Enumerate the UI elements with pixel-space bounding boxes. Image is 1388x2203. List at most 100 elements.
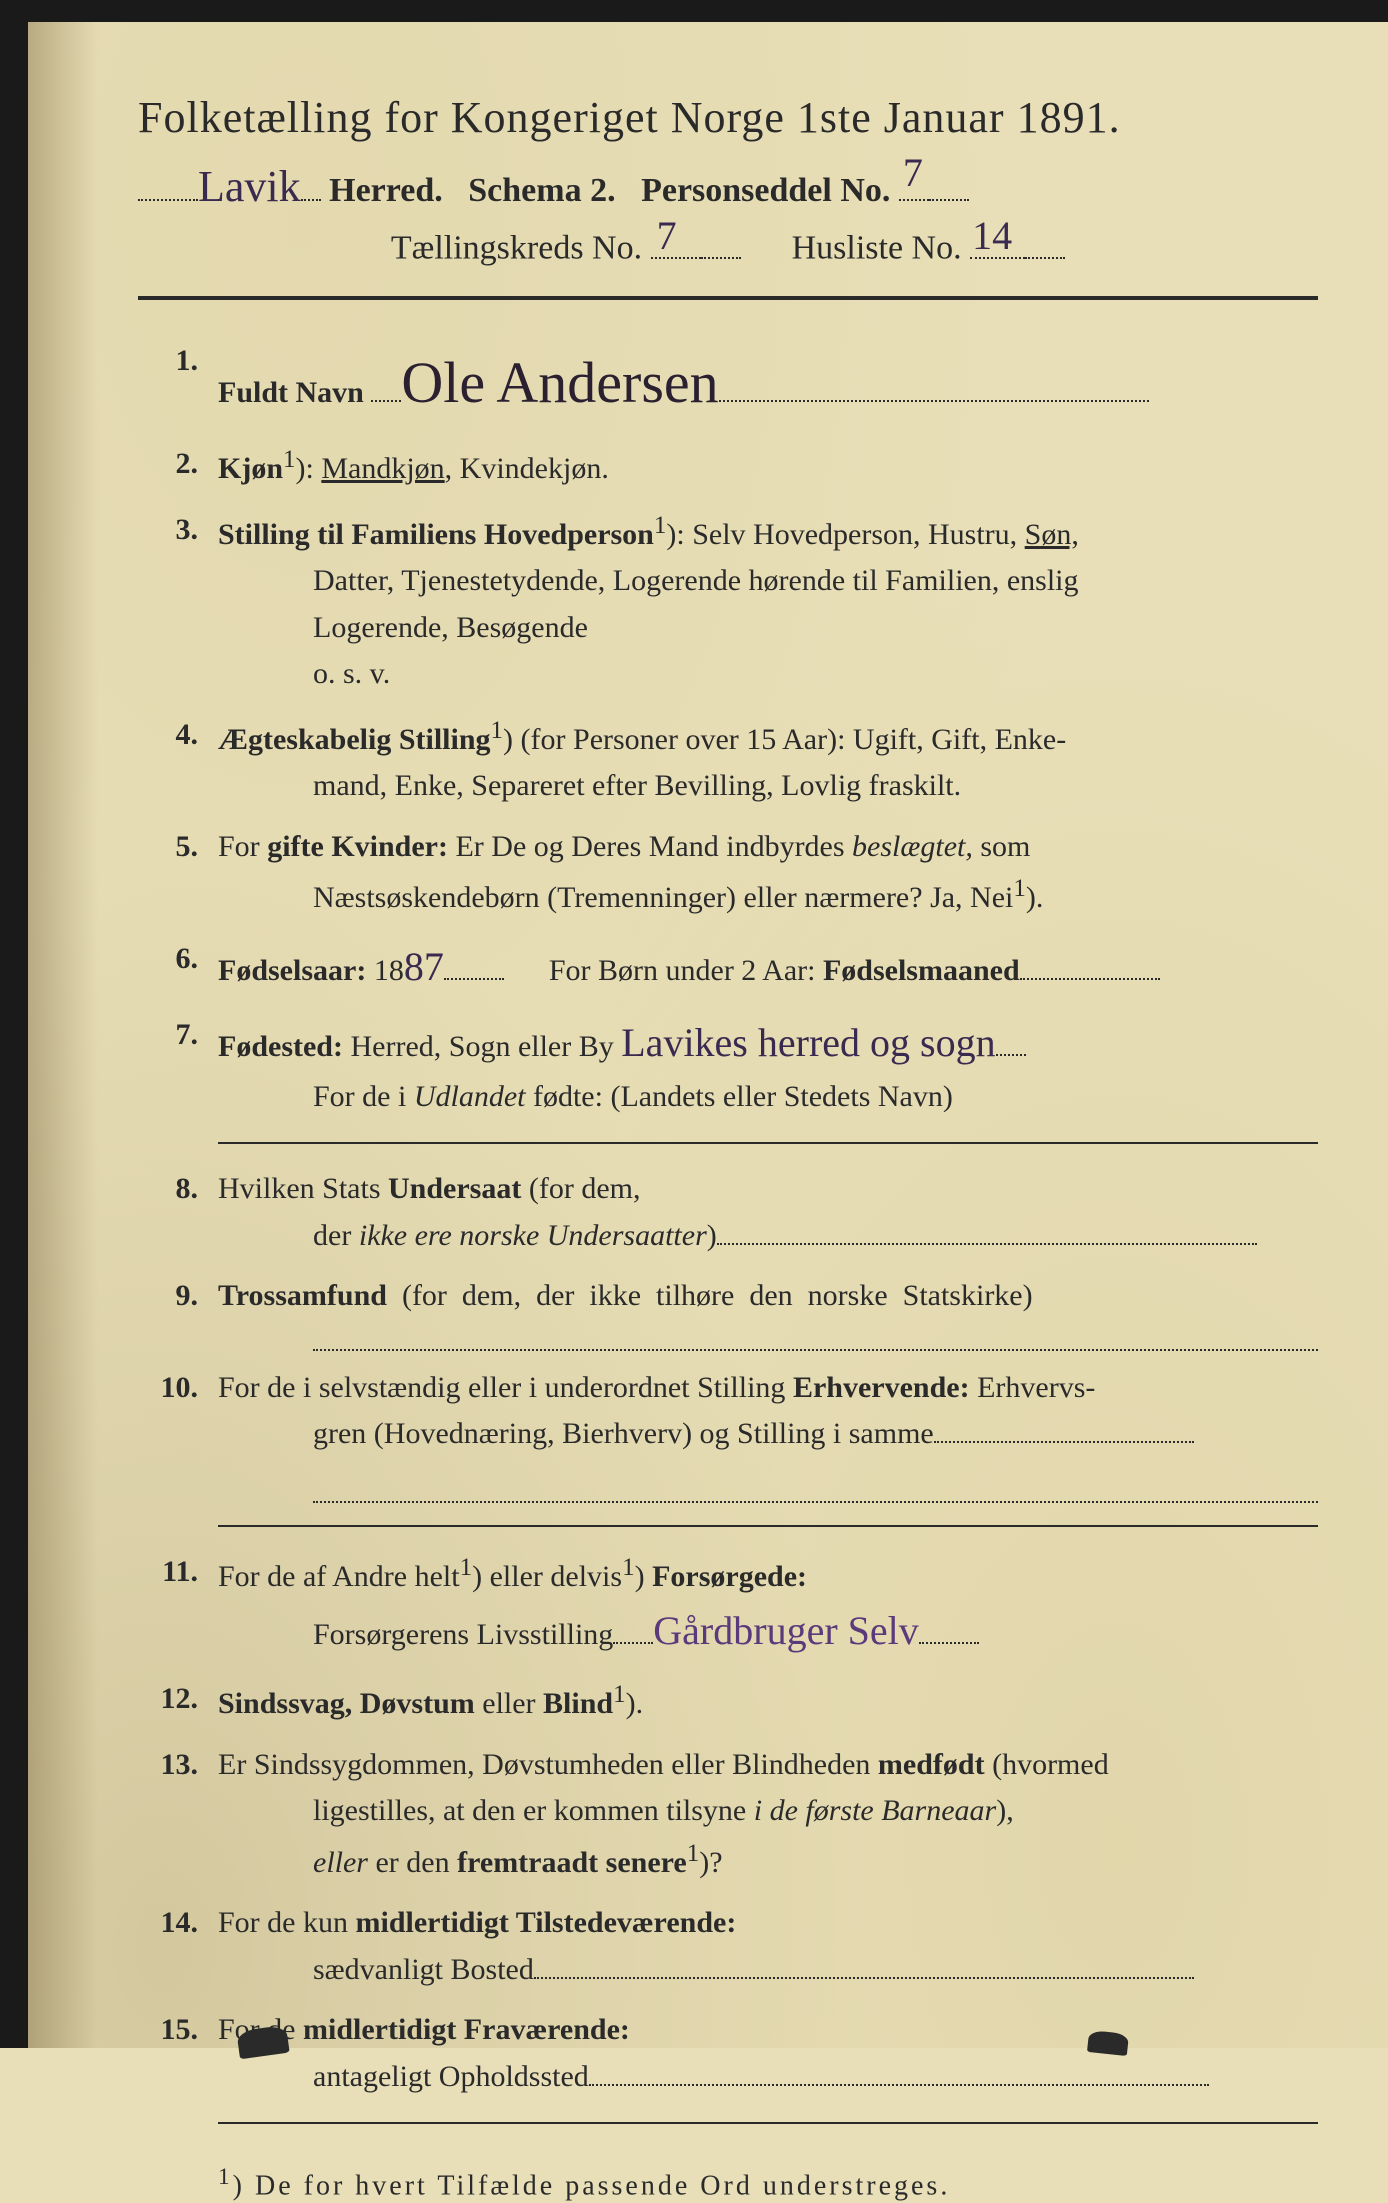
footnote-ref: 1 (613, 1681, 626, 1708)
field-text: ): (296, 452, 322, 485)
footnote: 1) De for hvert Tilfælde passende Ord un… (138, 2164, 1318, 2202)
scan-edge-left (0, 0, 28, 2048)
footnote-ref: 1 (283, 446, 296, 473)
field-text: antageligt Opholdssted (313, 2060, 589, 2093)
name-handwritten: Ole Andersen (401, 338, 718, 428)
field-label: midlertidigt Fraværende: (303, 2013, 630, 2046)
field-6: 6. Fødselsaar: 1887 For Børn under 2 Aar… (138, 936, 1318, 998)
field-num: 14. (138, 1900, 218, 1993)
field-text: ). (1026, 881, 1044, 914)
field-text: For de i (313, 1080, 414, 1113)
field-text: Herred, Sogn eller By (343, 1030, 621, 1063)
field-text: ) eller delvis (472, 1560, 622, 1593)
schema-label: Schema 2. (468, 172, 615, 209)
footnote-marker: 1 (218, 2164, 233, 2190)
document-page: Folketælling for Kongeriget Norge 1ste J… (28, 22, 1388, 2048)
field-9: 9. Trossamfund (for dem, der ikke tilhør… (138, 1273, 1318, 1351)
field-text: For de i selvstændig eller i underordnet… (218, 1371, 793, 1404)
field-label: Stilling til Familiens Hovedperson (218, 518, 654, 551)
provider-handwritten: Gårdbruger Selv (653, 1600, 918, 1662)
field-text: Datter, Tjenestetydende, Logerende høren… (218, 558, 1318, 605)
field-text: For Børn under 2 Aar: (504, 954, 823, 987)
husliste-label: Husliste No. (792, 230, 962, 267)
field-text: Næstsøskendebørn (Tremenninger) eller næ… (313, 881, 1013, 914)
field-text: For de kun (218, 1906, 356, 1939)
field-text-italic: Udlandet (414, 1080, 526, 1113)
field-num: 2. (138, 441, 218, 493)
field-label: Trossamfund (218, 1279, 387, 1312)
field-num: 9. (138, 1273, 218, 1351)
field-4: 4. Ægteskabelig Stilling1) (for Personer… (138, 712, 1318, 810)
husliste-no: 14 (972, 212, 1012, 259)
header-line-1: Lavik Herred. Schema 2. Personseddel No.… (138, 161, 1318, 212)
field-label: Blind (543, 1687, 613, 1720)
field-text: Er De og Deres Mand indbyrdes (448, 830, 852, 863)
field-7: 7. Fødested: Herred, Sogn eller By Lavik… (138, 1012, 1318, 1121)
field-text: ) (707, 1219, 717, 1252)
field-text: (hvormed (985, 1748, 1109, 1781)
field-2: 2. Kjøn1): Mandkjøn, Kvindekjøn. (138, 441, 1318, 493)
year-handwritten: 87 (404, 936, 444, 998)
field-1: 1. Fuldt Navn Ole Andersen (138, 338, 1318, 428)
herred-label: Herred. (329, 172, 443, 209)
header-line-2: Tællingskreds No. 7 Husliste No. 14 (138, 228, 1318, 268)
field-text: fødte: (Landets eller Stedets Navn) (525, 1080, 952, 1113)
scan-edge-top (0, 0, 1388, 22)
field-num: 5. (138, 824, 218, 922)
field-text: ) (635, 1560, 653, 1593)
header-rule (138, 296, 1318, 300)
field-num: 12. (138, 1676, 218, 1728)
field-text: )? (699, 1846, 722, 1879)
binding-shadow (28, 22, 98, 2048)
herred-handwritten: Lavik (198, 161, 301, 212)
field-label: Forsørgede: (652, 1560, 807, 1593)
field-text: ligestilles, at den er kommen tilsyne (313, 1794, 754, 1827)
field-text: ). (626, 1687, 644, 1720)
field-label: fremtraadt senere (457, 1846, 687, 1879)
field-text: (for dem, der ikke tilhøre den norske St… (387, 1279, 1033, 1312)
field-text: gren (Hovednæring, Bierhverv) og Stillin… (313, 1417, 934, 1450)
field-text: eller (475, 1687, 543, 1720)
field-label: gifte Kvinder: (267, 830, 448, 863)
field-text: Logerende, Besøgende (218, 605, 1318, 652)
field-text: ), (996, 1794, 1014, 1827)
field-14: 14. For de kun midlertidigt Tilstedevære… (138, 1900, 1318, 1993)
field-text: o. s. v. (218, 651, 1318, 698)
field-text: Forsørgerens Livsstilling (313, 1618, 613, 1651)
footnote-ref: 1 (460, 1554, 473, 1581)
field-num: 6. (138, 936, 218, 998)
footnote-ref: 1 (654, 512, 667, 539)
field-8: 8. Hvilken Stats Undersaat (for dem, der… (138, 1166, 1318, 1259)
section-rule (218, 1142, 1318, 1144)
birthplace-handwritten: Lavikes herred og sogn (621, 1012, 995, 1074)
field-text: (for dem, (521, 1172, 640, 1205)
content-area: Folketælling for Kongeriget Norge 1ste J… (138, 92, 1318, 2203)
field-text: Er Sindssygdommen, Døvstumheden eller Bl… (218, 1748, 878, 1781)
field-label: Fødselsmaaned (823, 954, 1020, 987)
field-label: Erhvervende: (793, 1371, 970, 1404)
page-title: Folketælling for Kongeriget Norge 1ste J… (138, 92, 1318, 143)
field-label: medfødt (878, 1748, 985, 1781)
field-text-italic: i de første Barneaar (754, 1794, 996, 1827)
field-text-italic: ikke ere norske Undersaatter (359, 1219, 707, 1252)
field-num: 8. (138, 1166, 218, 1259)
field-num: 1. (138, 338, 218, 428)
field-text: ): Selv Hovedperson, Hustru, (666, 518, 1024, 551)
field-text: , Kvindekjøn. (445, 452, 609, 485)
field-num: 3. (138, 507, 218, 698)
section-rule (218, 1525, 1318, 1527)
field-label: Fuldt Navn (218, 376, 364, 409)
personseddel-no: 7 (903, 149, 923, 196)
kreds-no: 7 (657, 212, 677, 259)
field-3: 3. Stilling til Familiens Hovedperson1):… (138, 507, 1318, 698)
footnote-ref: 1 (622, 1554, 635, 1581)
field-text: For (218, 830, 267, 863)
field-text: Hvilken Stats (218, 1172, 388, 1205)
field-13: 13. Er Sindssygdommen, Døvstumheden elle… (138, 1742, 1318, 1887)
field-10: 10. For de i selvstændig eller i underor… (138, 1365, 1318, 1503)
field-label: Sindssvag, Døvstum (218, 1687, 475, 1720)
field-num: 11. (138, 1549, 218, 1663)
footnote-text: ) De for hvert Tilfælde passende Ord und… (233, 2171, 951, 2202)
field-text: 18 (366, 954, 404, 987)
field-label: Fødselsaar: (218, 954, 366, 987)
